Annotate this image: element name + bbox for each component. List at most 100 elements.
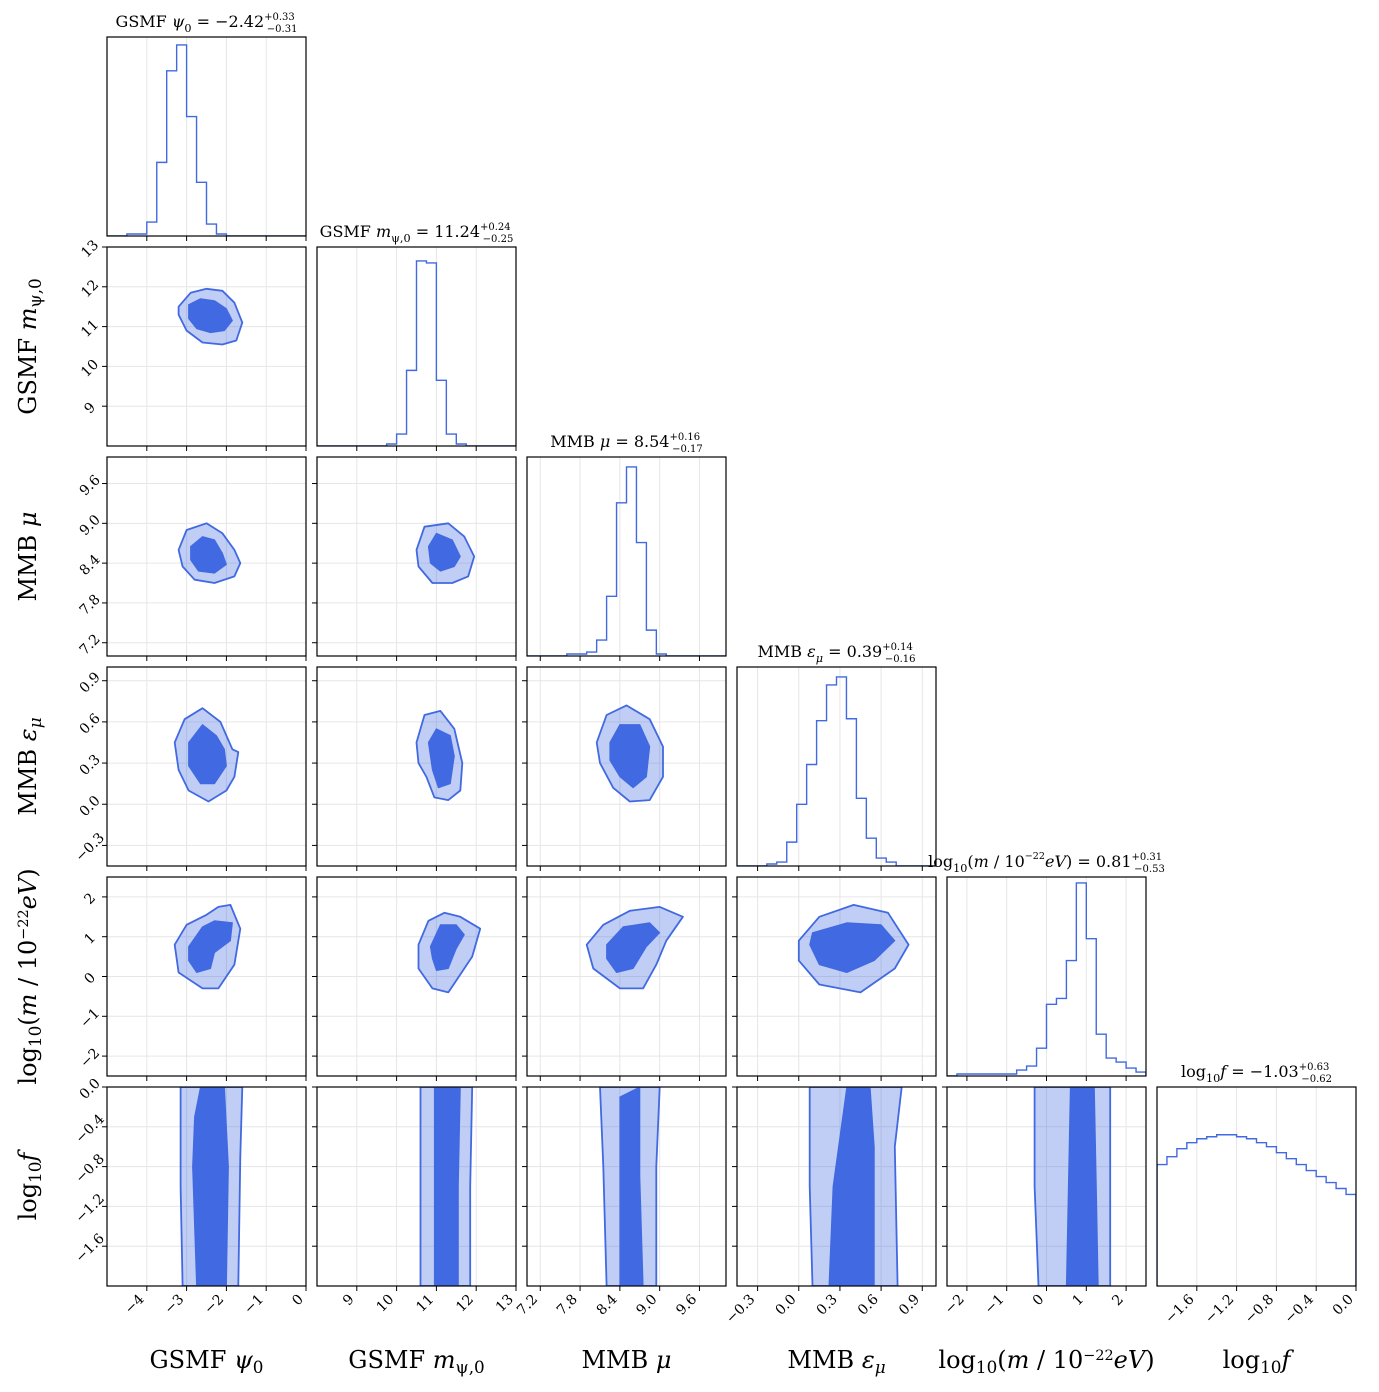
- x-tick-label: 0: [1030, 1292, 1048, 1310]
- panel-r4-c3: [732, 876, 937, 1081]
- x-tick-label: 2: [1109, 1292, 1127, 1310]
- panel-r1-c0: 9 10 11 12 13: [78, 237, 307, 451]
- histogram-5: [1157, 1134, 1356, 1286]
- y-axis-label-1: GSMF mψ,0: [14, 278, 45, 414]
- x-tick-label: 10: [374, 1292, 398, 1316]
- panel-frame: [106, 666, 307, 867]
- y-tick-label: −0.4: [72, 1111, 107, 1146]
- x-axis-label-0: GSMF ψ0: [150, 1346, 264, 1377]
- y-tick-label: 9: [81, 400, 99, 418]
- contour-68: [188, 920, 233, 973]
- panel-title-4: log10(m / 10−22eV) = 0.81+0.31 −0.53: [928, 851, 1165, 875]
- panel-frame: [106, 876, 307, 1077]
- contour-68: [192, 1087, 229, 1286]
- y-tick-label: −0.8: [72, 1151, 107, 1186]
- panel-title-2: MMB μ = 8.54+0.16 −0.17: [550, 432, 703, 455]
- panel-r2-c1: [312, 456, 517, 661]
- y-tick-label: 11: [78, 317, 102, 341]
- y-tick-label: 8.4: [77, 552, 104, 579]
- panel-r0-c0: GSMF ψ0 = −2.42+0.33 −0.31: [106, 12, 307, 241]
- contour-68: [427, 532, 461, 572]
- panel-r5-c1: 9 10 11 12 13: [312, 1086, 517, 1316]
- x-axis-label-2: MMB μ: [581, 1346, 671, 1374]
- contour-68: [609, 724, 651, 789]
- panel-r4-c2: [522, 876, 727, 1081]
- panel-frame: [316, 1086, 517, 1287]
- x-tick-label: 13: [493, 1292, 517, 1316]
- x-axis-label-5: log10f: [1223, 1346, 1295, 1377]
- contour-68: [619, 1087, 644, 1286]
- contour-68: [190, 536, 227, 574]
- panel-title-5: log10f = −1.03+0.63 −0.62: [1181, 1062, 1332, 1085]
- histogram-4: [947, 882, 1146, 1076]
- x-tick-label: −0.8: [1242, 1292, 1277, 1327]
- panel-r4-c4: log10(m / 10−22eV) = 0.81+0.31 −0.53: [928, 851, 1165, 1081]
- panel-r3-c2: [522, 666, 727, 871]
- panel-frame: [526, 876, 727, 1077]
- x-tick-label: −1.2: [1202, 1292, 1237, 1327]
- panel-frame: [106, 456, 307, 657]
- panel-frame: [316, 876, 517, 1077]
- panel-frame: [736, 1086, 937, 1287]
- y-tick-label: −1: [77, 1006, 103, 1032]
- panel-frame: [526, 456, 727, 657]
- x-tick-label: −0.3: [723, 1292, 758, 1327]
- contour-68: [427, 728, 455, 789]
- histogram-0: [107, 44, 306, 236]
- y-tick-label: 0.9: [77, 669, 104, 696]
- panel-title-0: GSMF ψ0 = −2.42+0.33 −0.31: [116, 12, 298, 35]
- y-tick-label: 13: [78, 237, 102, 261]
- panel-r5-c4: −2 −1 0 1 2: [942, 1086, 1147, 1318]
- y-tick-label: 0.6: [77, 710, 104, 737]
- panel-frame: [106, 246, 307, 447]
- panel-r3-c3: MMB εμ = 0.39+0.14 −0.16: [736, 642, 937, 871]
- x-axis-label-4: log10(m / 10−22eV): [938, 1346, 1154, 1377]
- panel-frame: [316, 246, 517, 447]
- y-tick-label: −0.3: [72, 830, 107, 865]
- x-tick-label: 1: [1070, 1292, 1088, 1310]
- y-tick-label: 7.8: [77, 592, 104, 619]
- panel-frame: [526, 1086, 727, 1287]
- y-tick-label: −1.6: [72, 1231, 107, 1266]
- y-axis-label-3: MMB εμ: [14, 717, 45, 815]
- x-tick-label: 0.6: [855, 1291, 882, 1318]
- histogram-2: [527, 466, 726, 656]
- x-tick-label: 12: [453, 1292, 477, 1316]
- panel-frame: [736, 876, 937, 1077]
- panel-title-3: MMB εμ = 0.39+0.14 −0.16: [758, 642, 916, 665]
- panel-frame: [106, 36, 307, 237]
- contour-68: [429, 924, 465, 971]
- contour-68: [828, 1087, 875, 1286]
- panel-r4-c1: [312, 876, 517, 1081]
- panel-frame: [316, 666, 517, 867]
- panel-frame: [736, 666, 937, 867]
- x-tick-label: −1.6: [1162, 1291, 1197, 1326]
- contour-68: [1065, 1087, 1099, 1286]
- x-tick-label: −3: [162, 1292, 188, 1318]
- panel-frame: [1156, 1086, 1357, 1287]
- x-tick-label: 7.2: [514, 1292, 541, 1319]
- x-tick-label: 0.3: [814, 1292, 841, 1319]
- panel-r5-c2: 7.2 7.8 8.4 9.0 9.6: [514, 1086, 727, 1319]
- x-tick-label: −1: [982, 1292, 1008, 1318]
- x-tick-label: 0.9: [896, 1292, 923, 1319]
- panel-r5-c5: −1.6 −1.2 −0.8 −0.4 0.0 log10f = −1.03+0.63 −0…: [1156, 1062, 1357, 1327]
- histogram-3: [737, 676, 936, 866]
- y-tick-label: 2: [81, 890, 99, 908]
- y-axis-label-4: log10(m / 10−22eV): [14, 868, 45, 1084]
- panel-r2-c0: 7.2 7.8 8.4 9.0 9.6: [77, 456, 307, 661]
- panel-r5-c3: −0.3 0.0 0.3 0.6 0.9: [723, 1086, 937, 1327]
- x-tick-label: −1: [241, 1292, 267, 1318]
- contour-68: [188, 724, 227, 785]
- panel-r4-c0: −2 −1 0 1 2: [77, 876, 307, 1081]
- x-tick-label: 0.0: [773, 1292, 800, 1319]
- y-tick-label: 7.2: [77, 631, 104, 658]
- panel-r5-c0: −4 −3 −2 −1 0 −1.6 −1.2 −0.8 −0.4 0.0: [72, 1076, 306, 1318]
- panel-frame: [946, 1086, 1147, 1287]
- panel-frame: [106, 1086, 307, 1287]
- y-tick-label: 0: [81, 970, 99, 988]
- x-tick-label: −2: [942, 1292, 968, 1318]
- contour-68: [188, 298, 233, 334]
- x-axis-label-1: GSMF mψ,0: [348, 1346, 484, 1377]
